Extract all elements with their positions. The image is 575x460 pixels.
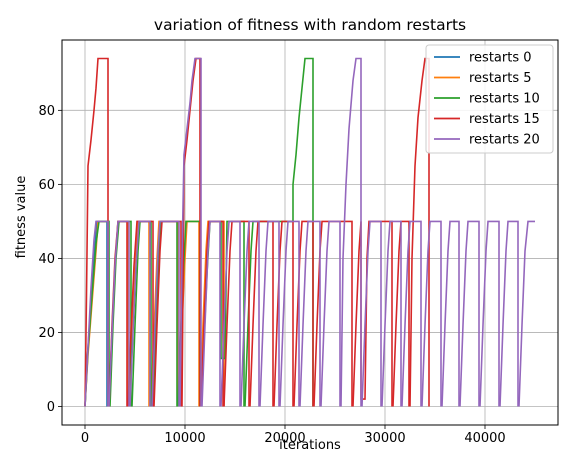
series-line: [401, 220, 422, 407]
chart-title: variation of fitness with random restart…: [154, 16, 466, 34]
series-line: [151, 220, 180, 407]
series-line: [244, 57, 314, 407]
series-line: [392, 220, 410, 407]
series-line: [199, 220, 225, 407]
series-line: [273, 220, 294, 407]
series-line: [84, 220, 109, 407]
series-line: [320, 220, 341, 407]
series-line: [240, 220, 260, 407]
series-line: [421, 220, 442, 407]
series-line: [340, 57, 362, 407]
x-tick-label: 0: [81, 431, 89, 446]
y-tick-label: 0: [47, 400, 55, 415]
series-line: [381, 220, 402, 407]
x-tick-label: 40000: [464, 431, 505, 446]
series-line: [127, 220, 154, 407]
series-line: [293, 220, 314, 407]
series-line: [131, 220, 152, 407]
series-line: [259, 220, 280, 407]
y-tick-label: 80: [38, 104, 55, 119]
plot-frame: [61, 39, 559, 426]
x-tick-label: 20000: [264, 431, 305, 446]
series-line: [441, 220, 460, 407]
legend-label: restarts 20: [469, 133, 540, 148]
y-tick-label: 40: [38, 252, 55, 267]
legend-label: restarts 15: [469, 112, 540, 127]
series-line: [84, 220, 110, 407]
series-line: [518, 220, 535, 407]
series-line: [153, 220, 182, 407]
series-line: [299, 220, 321, 407]
x-tick-label: 10000: [164, 431, 205, 446]
x-axis-label: iterations: [279, 438, 341, 453]
series-line: [459, 220, 480, 407]
y-tick-label: 60: [38, 178, 55, 193]
series-lines: [84, 57, 535, 407]
series-line: [84, 57, 109, 407]
series-line: [361, 220, 382, 407]
series-line: [179, 57, 202, 407]
series-line: [152, 220, 178, 407]
axis-ticks: 0 10000 20000 30000 40000 0 20 40 60 80: [38, 104, 505, 446]
series-line: [108, 220, 130, 407]
series-line: [84, 220, 110, 407]
series-line: [313, 220, 353, 407]
legend: restarts 0 restarts 5 restarts 10 restarts …: [425, 44, 554, 154]
legend-label: restarts 0: [469, 51, 532, 66]
series-line: [129, 220, 151, 407]
legend-label: restarts 10: [469, 92, 540, 107]
series-line: [223, 220, 250, 407]
y-tick-label: 20: [38, 326, 55, 341]
series-line: [279, 220, 300, 407]
series-line: [479, 220, 500, 407]
gridlines: [62, 40, 558, 425]
series-restarts-20: [84, 57, 535, 407]
x-tick-label: 30000: [364, 431, 405, 446]
series-line: [220, 220, 241, 407]
legend-box: [425, 44, 554, 154]
series-line: [499, 220, 519, 407]
series-line: [201, 220, 221, 407]
series-line: [200, 220, 224, 407]
series-line: [249, 220, 274, 407]
y-axis-label: fitness value: [14, 176, 29, 259]
legend-label: restarts 5: [469, 71, 532, 86]
